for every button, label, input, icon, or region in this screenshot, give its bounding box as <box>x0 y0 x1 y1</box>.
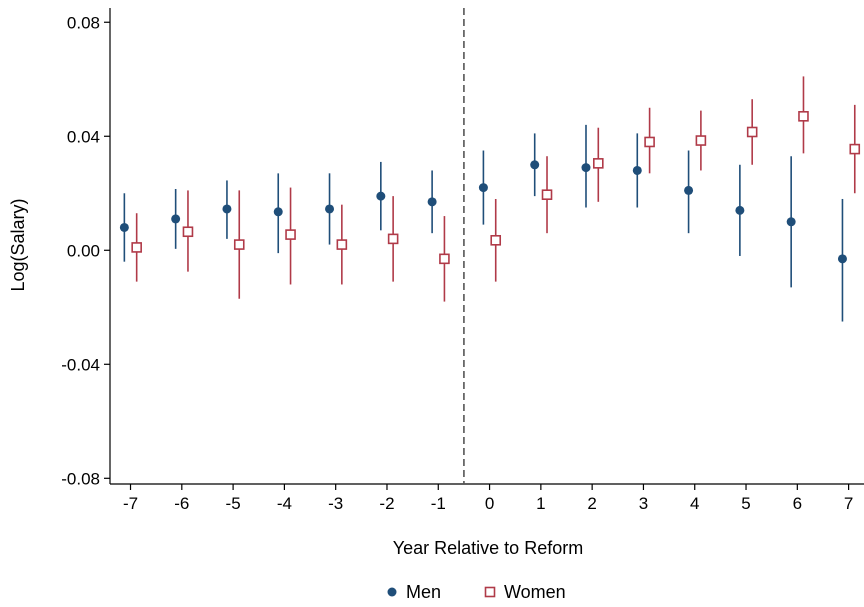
data-point <box>376 191 386 201</box>
legend: Men Women <box>387 582 566 602</box>
data-point <box>273 207 283 217</box>
marks <box>119 76 861 322</box>
y-tick-label: 0.04 <box>67 127 100 146</box>
data-point <box>746 126 758 138</box>
data-point <box>222 204 232 214</box>
data-point <box>325 204 335 214</box>
x-tick-label: -4 <box>277 494 292 513</box>
legend-label: Women <box>504 582 566 602</box>
data-point <box>798 111 809 122</box>
x-tick-label: -6 <box>174 494 189 513</box>
legend-marker <box>387 587 397 597</box>
x-tick-label: 7 <box>844 494 853 513</box>
data-point <box>735 205 745 215</box>
data-point <box>695 135 707 146</box>
y-axis-title: Log(Salary) <box>8 198 28 291</box>
x-tick-label: 6 <box>793 494 802 513</box>
x-tick-label: 1 <box>536 494 545 513</box>
data-point <box>285 229 296 240</box>
data-point <box>490 234 502 246</box>
data-point <box>684 185 694 195</box>
data-point <box>119 222 129 232</box>
data-point <box>336 239 348 250</box>
legend-marker <box>484 586 496 598</box>
x-axis-title: Year Relative to Reform <box>393 538 583 558</box>
data-point <box>541 189 553 200</box>
x-tick-label: 0 <box>485 494 494 513</box>
x-tick-label: 2 <box>587 494 596 513</box>
x-tick-label: -5 <box>226 494 241 513</box>
x-tick-label: -1 <box>431 494 446 513</box>
legend-item-men: Men <box>387 582 441 602</box>
legend-label: Men <box>406 582 441 602</box>
data-point <box>632 165 642 175</box>
y-tick-label: 0.08 <box>67 13 100 32</box>
data-point <box>786 217 796 227</box>
data-point <box>233 239 245 250</box>
y-tick-label: 0.00 <box>67 241 100 260</box>
data-point <box>837 254 847 264</box>
data-point <box>131 242 142 253</box>
y-tick-label: -0.04 <box>61 355 100 374</box>
data-point <box>439 253 450 265</box>
x-tick-label: 4 <box>690 494 699 513</box>
data-point <box>427 197 437 207</box>
data-point <box>182 226 194 238</box>
y-tick-label: -0.08 <box>61 469 100 488</box>
x-tick-label: -2 <box>379 494 394 513</box>
data-point <box>644 136 655 148</box>
data-point <box>849 143 861 155</box>
data-point <box>581 163 591 173</box>
axes: -0.08 -0.04 0.00 0.04 0.08 -7 -6 -5 -4 -3 -2 -1 0 1 2 3… <box>61 8 864 513</box>
x-tick-label: -7 <box>123 494 138 513</box>
x-tick-label: 3 <box>639 494 648 513</box>
data-point <box>387 233 399 245</box>
legend-item-women: Women <box>484 582 566 602</box>
data-point <box>530 160 540 170</box>
x-tick-label: -3 <box>328 494 343 513</box>
series-men <box>119 124 847 322</box>
x-tick-label: 5 <box>741 494 750 513</box>
data-point <box>478 183 488 193</box>
data-point <box>171 214 181 224</box>
data-point <box>593 158 604 169</box>
series-women <box>131 76 861 302</box>
